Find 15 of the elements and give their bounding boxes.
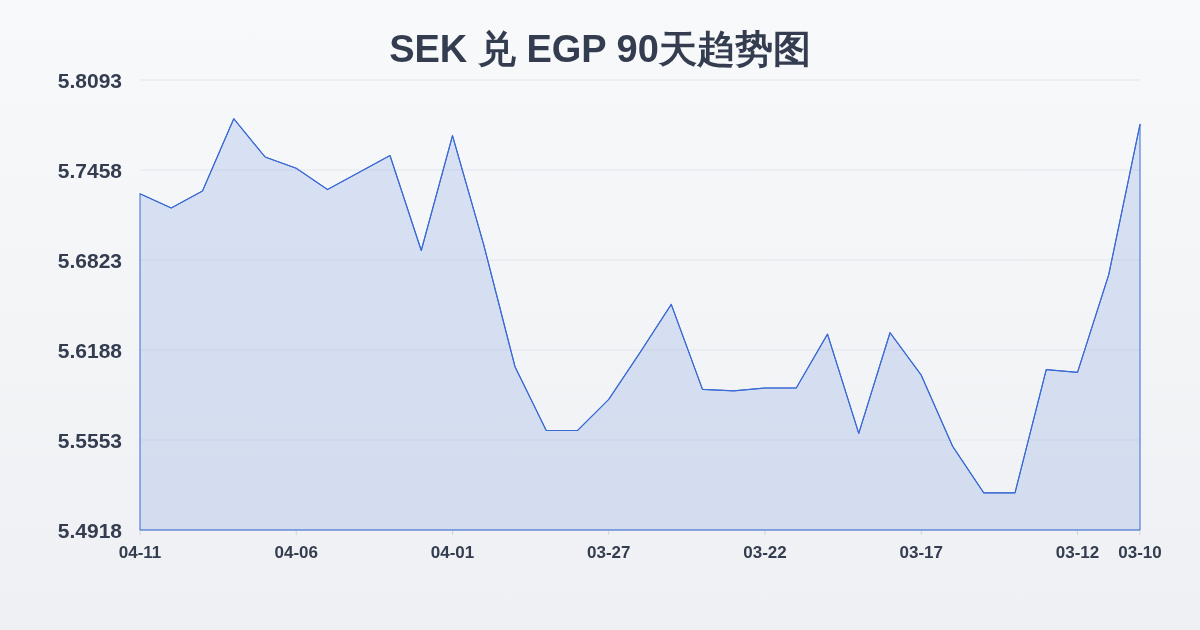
y-tick-label: 5.5553	[57, 428, 122, 452]
x-tick-label: 04-01	[430, 543, 475, 562]
x-tick-label: 03-27	[587, 543, 631, 562]
y-tick-label: 5.6823	[57, 248, 122, 272]
x-tick-label: 03-22	[743, 543, 787, 562]
y-tick-label: 5.8093	[57, 68, 122, 92]
x-tick-label: 03-10	[1118, 543, 1162, 562]
y-tick-label: 5.7458	[57, 158, 123, 182]
x-tick-label: 03-17	[899, 543, 943, 562]
x-tick-label: 03-12	[1055, 543, 1100, 562]
x-tick-label: 04-11	[118, 543, 162, 562]
x-tick-label: 04-06	[274, 543, 318, 562]
chart-title: SEK 兑 EGP 90天趋势图	[389, 28, 811, 70]
y-tick-label: 5.6188	[57, 338, 123, 362]
y-tick-label: 5.4918	[57, 518, 123, 542]
